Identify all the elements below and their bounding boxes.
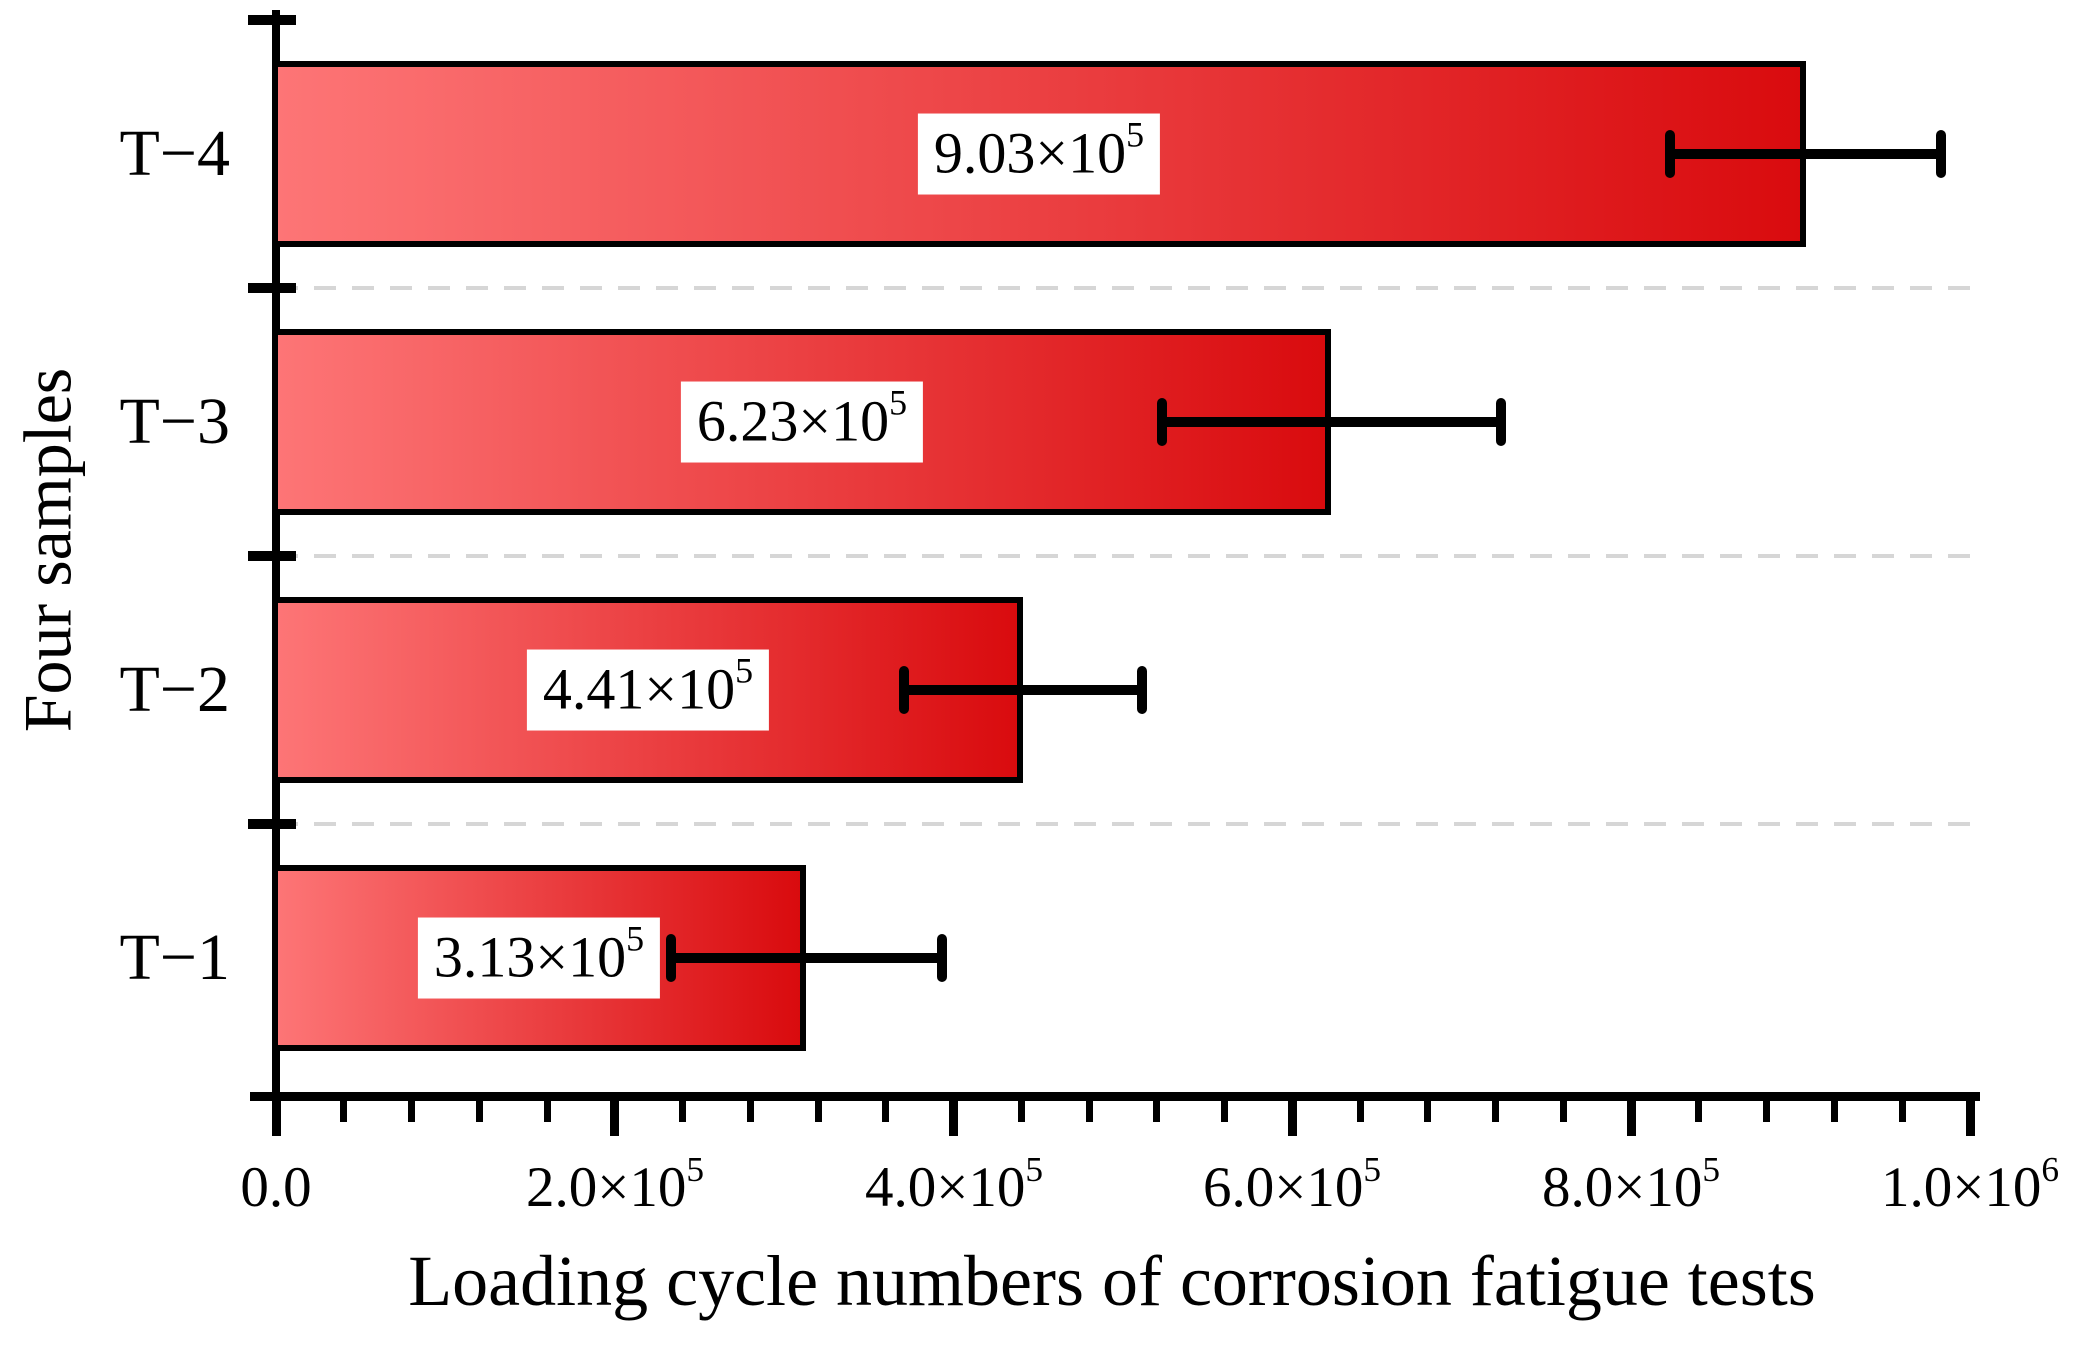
x-axis-title: Loading cycle numbers of corrosion fatig…: [408, 1241, 1816, 1321]
category-tick-label: T−3: [119, 385, 230, 458]
x-tick-minor: [882, 1092, 889, 1122]
bar-value-chip: 9.03×105: [917, 113, 1161, 195]
x-tick-minor: [1899, 1092, 1906, 1122]
x-tick-minor: [1357, 1092, 1364, 1122]
x-tick-label: 4.0×105: [864, 1149, 1044, 1219]
x-tick-label: 0.0: [240, 1156, 312, 1219]
grid-separator: [276, 286, 1970, 290]
error-bar-cap-left: [1665, 130, 1675, 178]
x-tick-minor: [1763, 1092, 1770, 1122]
error-bar-cap-right: [1496, 398, 1506, 446]
x-tick-minor: [1831, 1092, 1838, 1122]
category-tick-label: T−4: [119, 117, 230, 190]
bar-value-chip: 4.41×105: [526, 649, 770, 731]
x-tick-minor: [544, 1092, 551, 1122]
x-tick-label: 2.0×105: [525, 1149, 705, 1219]
x-tick-minor: [408, 1092, 415, 1122]
x-tick-major: [1966, 1092, 1975, 1136]
x-axis-line: [250, 1092, 1980, 1101]
x-tick-minor: [1424, 1092, 1431, 1122]
error-bar-cap-left: [899, 666, 909, 714]
x-tick-major: [1627, 1092, 1636, 1136]
x-tick-minor: [1492, 1092, 1499, 1122]
x-tick-minor: [1221, 1092, 1228, 1122]
error-bar-cap-right: [1137, 666, 1147, 714]
x-tick-major: [949, 1092, 958, 1136]
bar-value-chip: 3.13×105: [417, 917, 661, 999]
error-bar-line: [904, 685, 1141, 695]
x-tick-major: [610, 1092, 619, 1136]
x-tick-minor: [340, 1092, 347, 1122]
error-bar-cap-right: [1936, 130, 1946, 178]
x-tick-major: [1288, 1092, 1297, 1136]
x-tick-label: 8.0×105: [1541, 1149, 1721, 1219]
grid-separator: [276, 554, 1970, 558]
x-tick-minor: [815, 1092, 822, 1122]
x-tick-minor: [679, 1092, 686, 1122]
x-tick-minor: [476, 1092, 483, 1122]
x-tick-major: [272, 1092, 281, 1136]
error-bar-line: [1670, 149, 1941, 159]
x-tick-minor: [1018, 1092, 1025, 1122]
category-tick-label: T−1: [119, 921, 230, 994]
grid-separator: [276, 822, 1970, 826]
y-axis-tick: [248, 15, 296, 25]
x-tick-minor: [747, 1092, 754, 1122]
x-tick-minor: [1086, 1092, 1093, 1122]
x-tick-label: 1.0×106: [1880, 1149, 2060, 1219]
y-axis-line: [272, 10, 280, 1136]
error-bar-cap-left: [1157, 398, 1167, 446]
y-axis-tick: [248, 551, 296, 561]
x-tick-minor: [1153, 1092, 1160, 1122]
error-bar-line: [671, 953, 942, 963]
category-tick-label: T−2: [119, 653, 230, 726]
bar-value-chip: 6.23×105: [680, 381, 924, 463]
error-bar-cap-left: [666, 934, 676, 982]
y-axis-tick: [248, 283, 296, 293]
x-tick-label: 6.0×105: [1202, 1149, 1382, 1219]
x-tick-minor: [1560, 1092, 1567, 1122]
x-tick-minor: [1695, 1092, 1702, 1122]
error-bar-cap-right: [937, 934, 947, 982]
y-axis-tick: [248, 819, 296, 829]
error-bar-line: [1162, 417, 1501, 427]
